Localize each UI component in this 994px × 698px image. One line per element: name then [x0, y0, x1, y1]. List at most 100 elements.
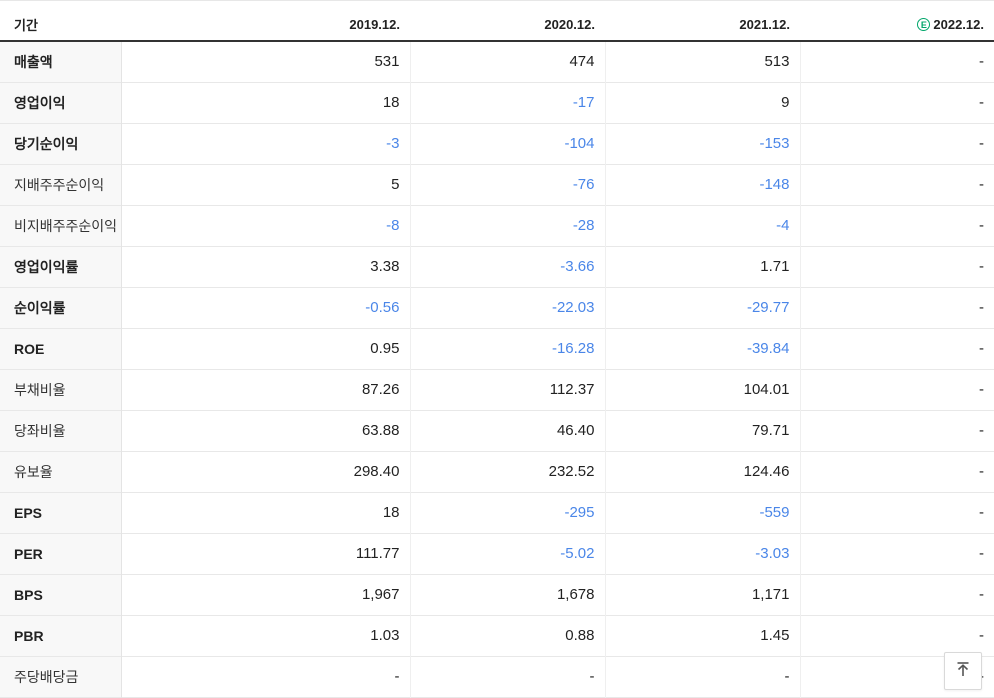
- cell-value: 232.52: [410, 451, 606, 492]
- cell-value: -: [121, 656, 411, 697]
- cell-value: 1,678: [410, 574, 606, 615]
- column-header-2019: 2019.12.: [121, 8, 410, 41]
- cell-value: 46.40: [410, 410, 606, 451]
- header-row: 기간 2019.12. 2020.12. 2021.12. E 2022.12.: [0, 8, 994, 41]
- row-label: 지배주주순이익: [0, 164, 122, 205]
- table-row-bps: BPS 1,967 1,678 1,171 -: [0, 574, 994, 615]
- period-header: 기간: [0, 8, 121, 41]
- table-row-noncontrolling-net-income: 비지배주주순이익 -8 -28 -4 -: [0, 205, 994, 246]
- cell-value: -: [800, 410, 994, 451]
- row-label: 부채비율: [0, 369, 122, 410]
- table-row-eps: EPS 18 -295 -559 -: [0, 492, 994, 533]
- table-row-net-income: 당기순이익 -3 -104 -153 -: [0, 123, 994, 164]
- cell-value: -3.03: [605, 533, 801, 574]
- row-label: BPS: [0, 574, 122, 615]
- cell-value: -39.84: [605, 328, 801, 369]
- cell-value: -104: [410, 123, 606, 164]
- cell-value: -16.28: [410, 328, 606, 369]
- row-label: ROE: [0, 328, 122, 369]
- row-label: 영업이익: [0, 82, 122, 123]
- row-label: PER: [0, 533, 122, 574]
- cell-value: -: [410, 656, 606, 697]
- cell-value: -: [800, 123, 994, 164]
- row-label: 매출액: [0, 41, 122, 82]
- row-label: EPS: [0, 492, 122, 533]
- estimate-icon: E: [917, 17, 931, 31]
- cell-value: -0.56: [121, 287, 411, 328]
- cell-value: 531: [121, 41, 411, 82]
- cell-value: 9: [605, 82, 801, 123]
- cell-value: 1,967: [121, 574, 411, 615]
- cell-value: 112.37: [410, 369, 606, 410]
- table-row-controlling-net-income: 지배주주순이익 5 -76 -148 -: [0, 164, 994, 205]
- row-label: 당좌비율: [0, 410, 122, 451]
- cell-value: -: [605, 656, 801, 697]
- cell-value: 474: [410, 41, 606, 82]
- cell-value: -: [800, 287, 994, 328]
- table-row-dividend-per-share: 주당배당금 - - - -: [0, 656, 994, 697]
- cell-value: 1.03: [121, 615, 411, 656]
- column-header-label: 2022.12.: [933, 16, 984, 32]
- row-label: 주당배당금: [0, 656, 122, 697]
- cell-value: -4: [605, 205, 801, 246]
- cell-value: -28: [410, 205, 606, 246]
- cell-value: -5.02: [410, 533, 606, 574]
- cell-value: -: [800, 205, 994, 246]
- table-row-net-margin: 순이익률 -0.56 -22.03 -29.77 -: [0, 287, 994, 328]
- cell-value: 104.01: [605, 369, 801, 410]
- cell-value: -: [800, 615, 994, 656]
- cell-value: 298.40: [121, 451, 411, 492]
- table-row-debt-ratio: 부채비율 87.26 112.37 104.01 -: [0, 369, 994, 410]
- cell-value: 0.95: [121, 328, 411, 369]
- row-label: 순이익률: [0, 287, 122, 328]
- column-header-2022-estimate: E 2022.12.: [800, 8, 994, 41]
- cell-value: -29.77: [605, 287, 801, 328]
- table-row-quick-ratio: 당좌비율 63.88 46.40 79.71 -: [0, 410, 994, 451]
- cell-value: 18: [121, 82, 411, 123]
- cell-value: -: [800, 41, 994, 82]
- cell-value: -: [800, 574, 994, 615]
- row-label: 유보율: [0, 451, 122, 492]
- row-label: 당기순이익: [0, 123, 122, 164]
- cell-value: -: [800, 82, 994, 123]
- cell-value: -: [800, 164, 994, 205]
- table-row-roe: ROE 0.95 -16.28 -39.84 -: [0, 328, 994, 369]
- cell-value: 111.77: [121, 533, 411, 574]
- row-label: PBR: [0, 615, 122, 656]
- scroll-to-top-button[interactable]: [944, 652, 982, 690]
- cell-value: -3.66: [410, 246, 606, 287]
- cell-value: -17: [410, 82, 606, 123]
- cell-value: 5: [121, 164, 411, 205]
- cell-value: -: [800, 533, 994, 574]
- cell-value: -: [800, 451, 994, 492]
- table-row-pbr: PBR 1.03 0.88 1.45 -: [0, 615, 994, 656]
- cell-value: -295: [410, 492, 606, 533]
- cell-value: -: [800, 369, 994, 410]
- cell-value: -22.03: [410, 287, 606, 328]
- table-row-operating-profit: 영업이익 18 -17 9 -: [0, 82, 994, 123]
- cell-value: -: [800, 246, 994, 287]
- cell-value: 79.71: [605, 410, 801, 451]
- table-row-operating-margin: 영업이익률 3.38 -3.66 1.71 -: [0, 246, 994, 287]
- column-header-2020: 2020.12.: [410, 8, 605, 41]
- table-row-reserve-ratio: 유보율 298.40 232.52 124.46 -: [0, 451, 994, 492]
- row-label: 영업이익률: [0, 246, 122, 287]
- cell-value: 3.38: [121, 246, 411, 287]
- cell-value: 1.45: [605, 615, 801, 656]
- cell-value: 63.88: [121, 410, 411, 451]
- cell-value: 18: [121, 492, 411, 533]
- row-label: 비지배주주순이익: [0, 205, 122, 246]
- cell-value: -8: [121, 205, 411, 246]
- arrow-up-to-bar-icon: [954, 660, 972, 683]
- cell-value: 1,171: [605, 574, 801, 615]
- table-row-revenue: 매출액 531 474 513 -: [0, 41, 994, 82]
- cell-value: -153: [605, 123, 801, 164]
- cell-value: -3: [121, 123, 411, 164]
- table-row-per: PER 111.77 -5.02 -3.03 -: [0, 533, 994, 574]
- cell-value: 0.88: [410, 615, 606, 656]
- column-header-2021: 2021.12.: [605, 8, 800, 41]
- cell-value: 513: [605, 41, 801, 82]
- cell-value: -: [800, 328, 994, 369]
- cell-value: -148: [605, 164, 801, 205]
